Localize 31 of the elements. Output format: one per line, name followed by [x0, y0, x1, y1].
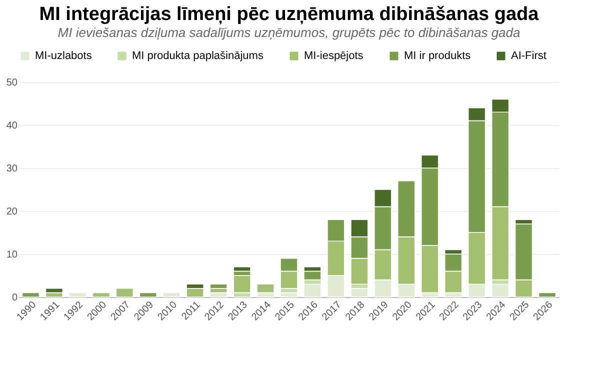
bar	[304, 284, 322, 298]
bar	[233, 275, 251, 294]
bar	[304, 270, 322, 280]
bar	[538, 292, 556, 298]
y-tick-label: 20	[6, 206, 18, 218]
legend-label: MI ir produkts	[404, 50, 472, 62]
bar	[116, 288, 134, 298]
bar	[162, 292, 181, 298]
legend-label: MI produkta paplašinājums	[132, 50, 264, 62]
bar	[210, 284, 228, 289]
bar	[139, 292, 158, 298]
chart-title: MI integrācijas līmeņi pēc uzņēmuma dibināšanas gada	[39, 4, 540, 25]
bar	[68, 292, 87, 298]
bar	[92, 292, 110, 298]
y-tick-label: 0	[12, 292, 18, 304]
legend-label: MI-uzlabots	[35, 50, 92, 62]
bar	[350, 288, 368, 298]
y-tick-label: 50	[6, 78, 18, 88]
bar	[280, 292, 298, 298]
bar	[22, 292, 40, 298]
y-tick-label: 30	[6, 164, 18, 174]
bar	[233, 266, 251, 272]
bar	[256, 284, 274, 294]
chart-subtitle: MI ieviešanas dziļuma sadalījums uzņēmumos, grupēts pēc to dibināšanas gada	[58, 25, 520, 40]
y-tick-label: 40	[6, 120, 18, 132]
bar	[491, 284, 510, 298]
legend-label: AI-First	[511, 50, 546, 62]
bar	[45, 288, 64, 294]
y-tick-label: 10	[6, 250, 18, 260]
bar	[210, 292, 228, 298]
legend-label: MI-iespējots	[304, 50, 364, 62]
